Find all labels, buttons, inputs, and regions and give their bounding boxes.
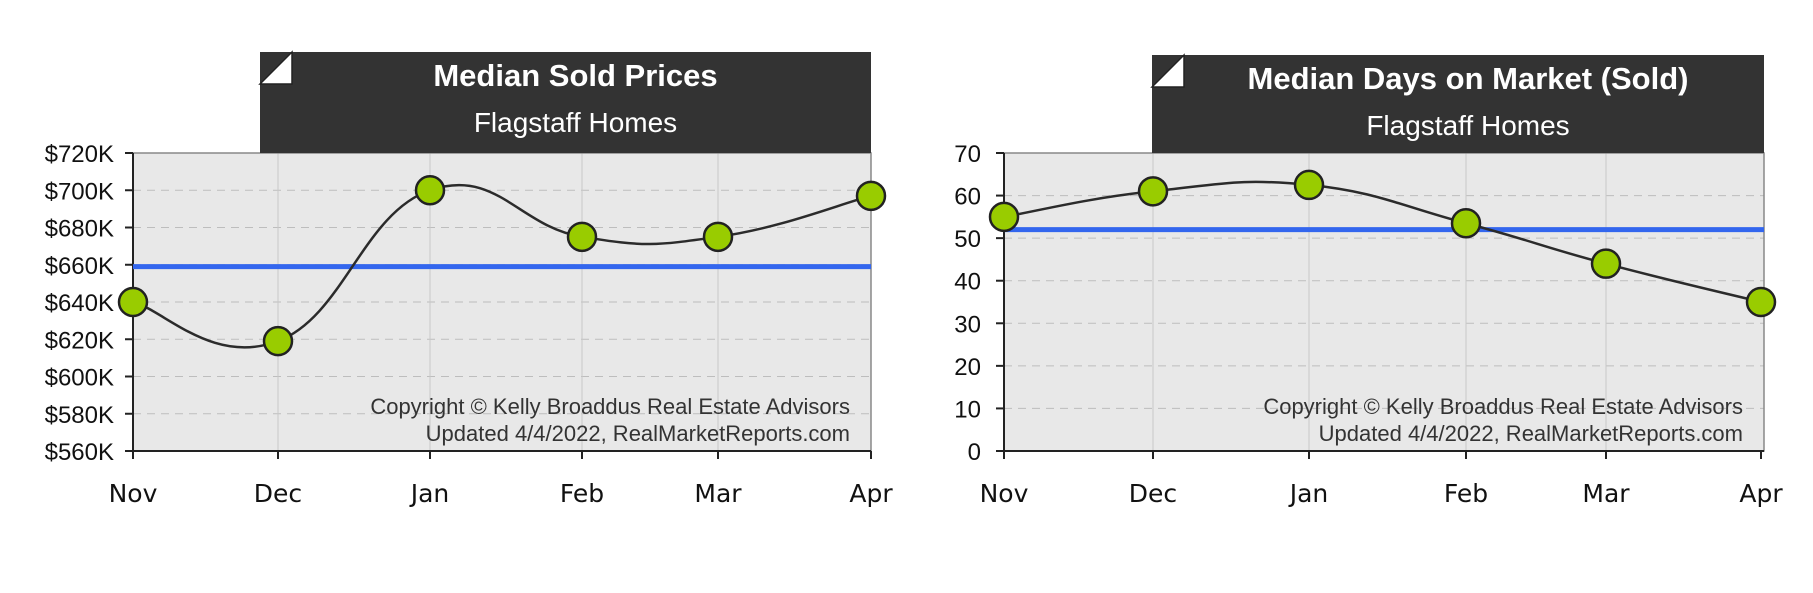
y-tick-label: 40: [954, 269, 981, 296]
chart-subtitle: Flagstaff Homes: [474, 107, 677, 138]
x-tick-label: Nov: [109, 479, 158, 508]
updated-line: Updated 4/4/2022, RealMarketReports.com: [426, 421, 850, 446]
y-tick-label: $560K: [45, 439, 114, 466]
title-banner: [260, 52, 871, 153]
updated-line: Updated 4/4/2022, RealMarketReports.com: [1319, 421, 1743, 446]
median-sold-prices-chart: $560K $580K $600K $620K $640K $660K $680K $700K…: [0, 0, 905, 593]
folded-corner: [258, 50, 293, 85]
y-tick-label: $620K: [45, 327, 114, 354]
x-tick-label: Dec: [254, 479, 302, 508]
x-tick-label: Apr: [1739, 479, 1783, 508]
median-days-on-market-svg: 0 10 20 30 40 50 60 70 Nov Dec Jan Feb Mar Apr Median …: [954, 53, 1783, 508]
data-point: [1137, 176, 1169, 207]
y-tick-label: 30: [954, 311, 981, 338]
data-point: [988, 201, 1020, 233]
data-point: [117, 286, 149, 318]
data-point: [1450, 207, 1482, 239]
chart-title: Median Sold Prices: [433, 58, 717, 93]
chart-title: Median Days on Market (Sold): [1248, 61, 1689, 96]
x-tick-label: Jan: [1288, 479, 1329, 508]
data-point: [1590, 248, 1622, 279]
y-tick-label: $600K: [45, 365, 114, 392]
x-tick-label: Feb: [1444, 479, 1488, 508]
copyright-line: Copyright © Kelly Broaddus Real Estate A…: [370, 394, 850, 419]
median-sold-prices-svg: $560K $580K $600K $620K $640K $660K $680K $700K…: [45, 50, 893, 508]
data-point: [414, 175, 446, 206]
data-point: [1745, 286, 1777, 318]
x-tick-label: Nov: [980, 479, 1029, 508]
median-days-on-market-chart: 0 10 20 30 40 50 60 70 Nov Dec Jan Feb Mar Apr Median …: [905, 0, 1813, 593]
x-tick-label: Mar: [694, 479, 742, 508]
y-tick-label: $720K: [45, 141, 114, 168]
y-tick-label: 50: [954, 226, 981, 253]
plot-area: [1004, 153, 1764, 451]
chart-subtitle: Flagstaff Homes: [1366, 110, 1569, 141]
x-tick-label: Apr: [849, 479, 893, 508]
data-point: [1293, 169, 1325, 201]
title-banner: [1152, 55, 1764, 153]
data-point: [566, 221, 598, 253]
y-tick-label: $640K: [45, 290, 114, 317]
y-tick-label: 0: [968, 439, 981, 466]
y-tick-label: 20: [954, 354, 981, 381]
data-point: [262, 325, 294, 357]
y-tick-label: $660K: [45, 253, 114, 280]
y-tick-label: 70: [954, 141, 981, 168]
x-tick-label: Dec: [1129, 479, 1177, 508]
y-tick-label: $580K: [45, 402, 114, 429]
x-tick-label: Mar: [1582, 479, 1630, 508]
series-line: [1003, 180, 1762, 304]
y-tick-label: $680K: [45, 216, 114, 243]
data-point: [855, 180, 887, 212]
data-point: [702, 221, 734, 253]
folded-corner: [1150, 53, 1185, 88]
copyright-line: Copyright © Kelly Broaddus Real Estate A…: [1263, 394, 1743, 419]
y-tick-label: 10: [954, 396, 981, 423]
y-tick-label: 60: [954, 184, 981, 211]
y-tick-label: $700K: [45, 178, 114, 205]
x-tick-label: Jan: [409, 479, 450, 508]
x-tick-label: Feb: [560, 479, 604, 508]
